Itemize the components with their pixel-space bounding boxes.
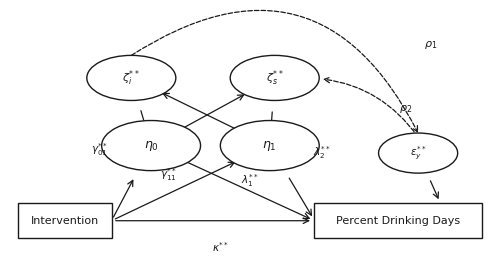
Circle shape <box>87 55 176 100</box>
Text: $\rho_2$: $\rho_2$ <box>399 103 412 115</box>
Circle shape <box>230 55 319 100</box>
FancyBboxPatch shape <box>18 203 112 238</box>
Text: $\zeta_i^{**}$: $\zeta_i^{**}$ <box>122 68 140 88</box>
FancyBboxPatch shape <box>314 203 482 238</box>
Text: $\gamma_{11}^{**}$: $\gamma_{11}^{**}$ <box>160 166 177 183</box>
Text: $\zeta_s^{**}$: $\zeta_s^{**}$ <box>266 68 283 88</box>
Circle shape <box>102 120 200 171</box>
Text: Percent Drinking Days: Percent Drinking Days <box>336 216 460 226</box>
Text: $\eta_0$: $\eta_0$ <box>144 139 158 152</box>
Text: $\rho_1$: $\rho_1$ <box>424 39 437 51</box>
Text: Intervention: Intervention <box>30 216 98 226</box>
Text: $\eta_1$: $\eta_1$ <box>262 139 277 152</box>
Text: $\lambda_1^{**}$: $\lambda_1^{**}$ <box>241 172 259 189</box>
Text: $\gamma_{01}^{**}$: $\gamma_{01}^{**}$ <box>90 141 108 158</box>
Text: $\kappa^{**}$: $\kappa^{**}$ <box>212 240 229 254</box>
Circle shape <box>220 120 319 171</box>
Text: $\varepsilon_y^{**}$: $\varepsilon_y^{**}$ <box>410 144 426 162</box>
Text: $\lambda_2^{**}$: $\lambda_2^{**}$ <box>313 145 330 162</box>
Circle shape <box>378 133 458 173</box>
